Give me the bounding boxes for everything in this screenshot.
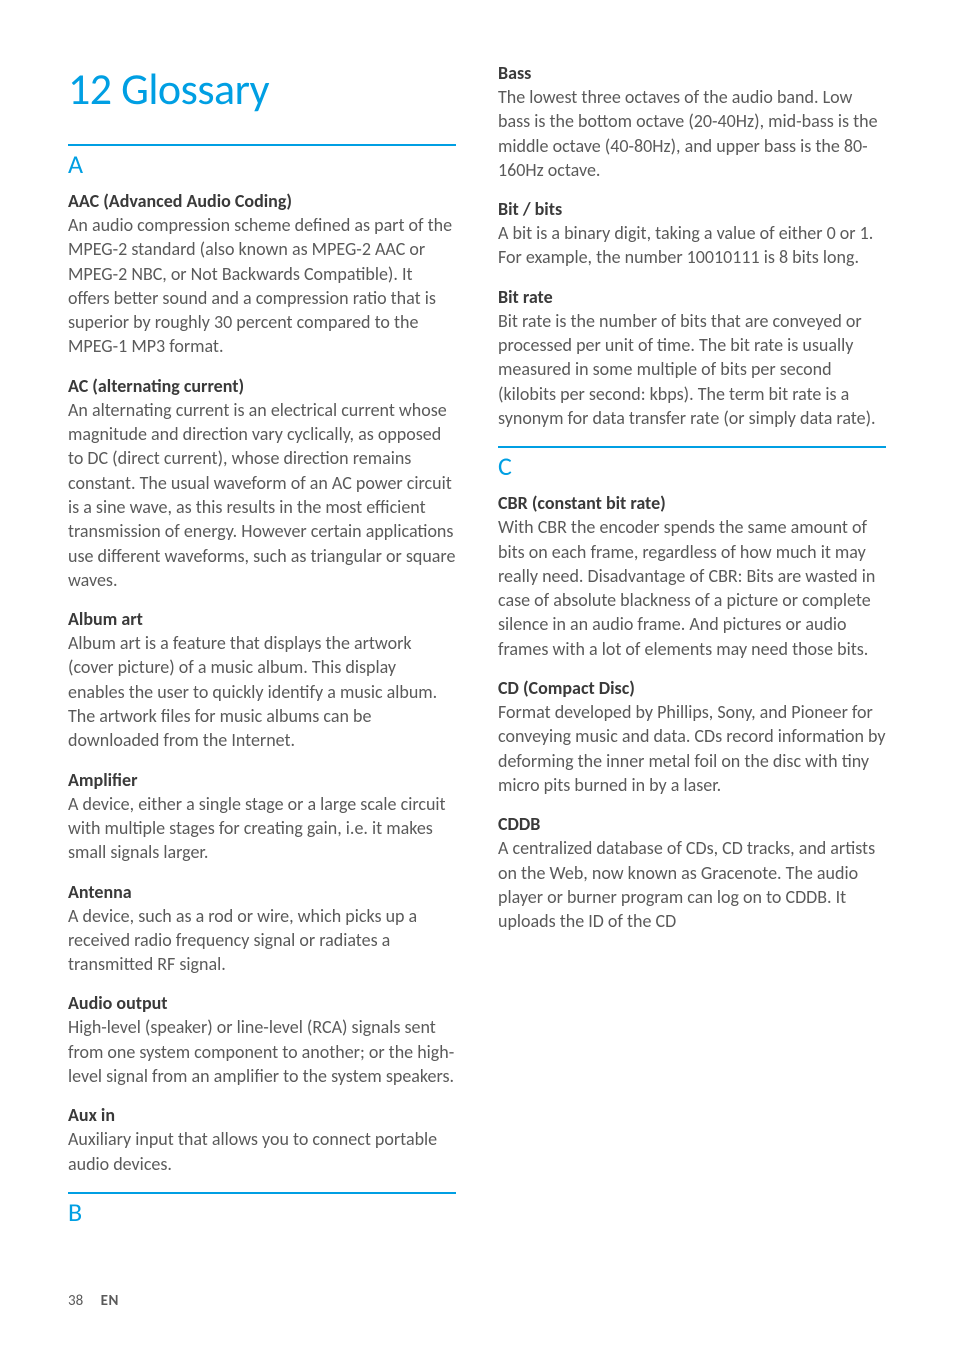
glossary-entry: Bit rate Bit rate is the number of bits … <box>498 286 886 430</box>
glossary-definition: A device, either a single stage or a lar… <box>68 792 456 865</box>
glossary-definition: Auxiliary input that allows you to conne… <box>68 1127 456 1176</box>
glossary-entry: Bit / bits A bit is a binary digit, taki… <box>498 198 886 270</box>
glossary-definition: A centralized database of CDs, CD tracks… <box>498 836 886 933</box>
content-columns: 12 Glossary A AAC (Advanced Audio Coding… <box>68 62 886 1252</box>
chapter-name: Glossary <box>121 62 269 116</box>
glossary-term: AAC (Advanced Audio Coding) <box>68 190 456 212</box>
glossary-entry: AC (alternating current) An alternating … <box>68 375 456 592</box>
glossary-term: Amplifier <box>68 769 456 791</box>
glossary-entry: Audio output High-level (speaker) or lin… <box>68 992 456 1088</box>
glossary-term: CD (Compact Disc) <box>498 677 886 699</box>
glossary-entry: CD (Compact Disc) Format developed by Ph… <box>498 677 886 797</box>
glossary-term: Album art <box>68 608 456 630</box>
glossary-entry: Aux in Auxiliary input that allows you t… <box>68 1104 456 1176</box>
glossary-entry: AAC (Advanced Audio Coding) An audio com… <box>68 190 456 359</box>
glossary-definition: An audio compression scheme defined as p… <box>68 213 456 359</box>
glossary-term: CBR (constant bit rate) <box>498 492 886 514</box>
glossary-definition: Bit rate is the number of bits that are … <box>498 309 886 430</box>
section-letter: C <box>498 450 886 482</box>
glossary-definition: Format developed by Phillips, Sony, and … <box>498 700 886 797</box>
page-footer: 38 EN <box>68 1292 119 1310</box>
glossary-term: CDDB <box>498 813 886 835</box>
page-number: 38 <box>68 1292 83 1310</box>
glossary-definition: High-level (speaker) or line-level (RCA)… <box>68 1015 456 1088</box>
glossary-definition: The lowest three octaves of the audio ba… <box>498 85 886 182</box>
glossary-term: Aux in <box>68 1104 456 1126</box>
glossary-definition: A bit is a binary digit, taking a value … <box>498 221 886 270</box>
section-letter: B <box>68 1196 456 1228</box>
section-letter: A <box>68 148 456 180</box>
glossary-entry: Antenna A device, such as a rod or wire,… <box>68 881 456 977</box>
section-rule <box>68 144 456 146</box>
glossary-entry: CDDB A centralized database of CDs, CD t… <box>498 813 886 933</box>
glossary-definition: A device, such as a rod or wire, which p… <box>68 904 456 977</box>
glossary-term: Bass <box>498 62 886 84</box>
glossary-term: Antenna <box>68 881 456 903</box>
glossary-definition: Album art is a feature that displays the… <box>68 631 456 752</box>
section-rule <box>68 1192 456 1194</box>
glossary-entry: Album art Album art is a feature that di… <box>68 608 456 752</box>
glossary-term: AC (alternating current) <box>68 375 456 397</box>
glossary-term: Bit rate <box>498 286 886 308</box>
glossary-entry: Amplifier A device, either a single stag… <box>68 769 456 865</box>
section-rule <box>498 446 886 448</box>
glossary-entry: CBR (constant bit rate) With CBR the enc… <box>498 492 886 661</box>
glossary-term: Bit / bits <box>498 198 886 220</box>
glossary-entry: Bass The lowest three octaves of the aud… <box>498 62 886 182</box>
glossary-term: Audio output <box>68 992 456 1014</box>
chapter-title: 12 Glossary <box>68 62 456 116</box>
glossary-definition: An alternating current is an electrical … <box>68 398 456 592</box>
glossary-definition: With CBR the encoder spends the same amo… <box>498 515 886 661</box>
language-code: EN <box>101 1292 119 1310</box>
chapter-number: 12 <box>68 62 112 116</box>
